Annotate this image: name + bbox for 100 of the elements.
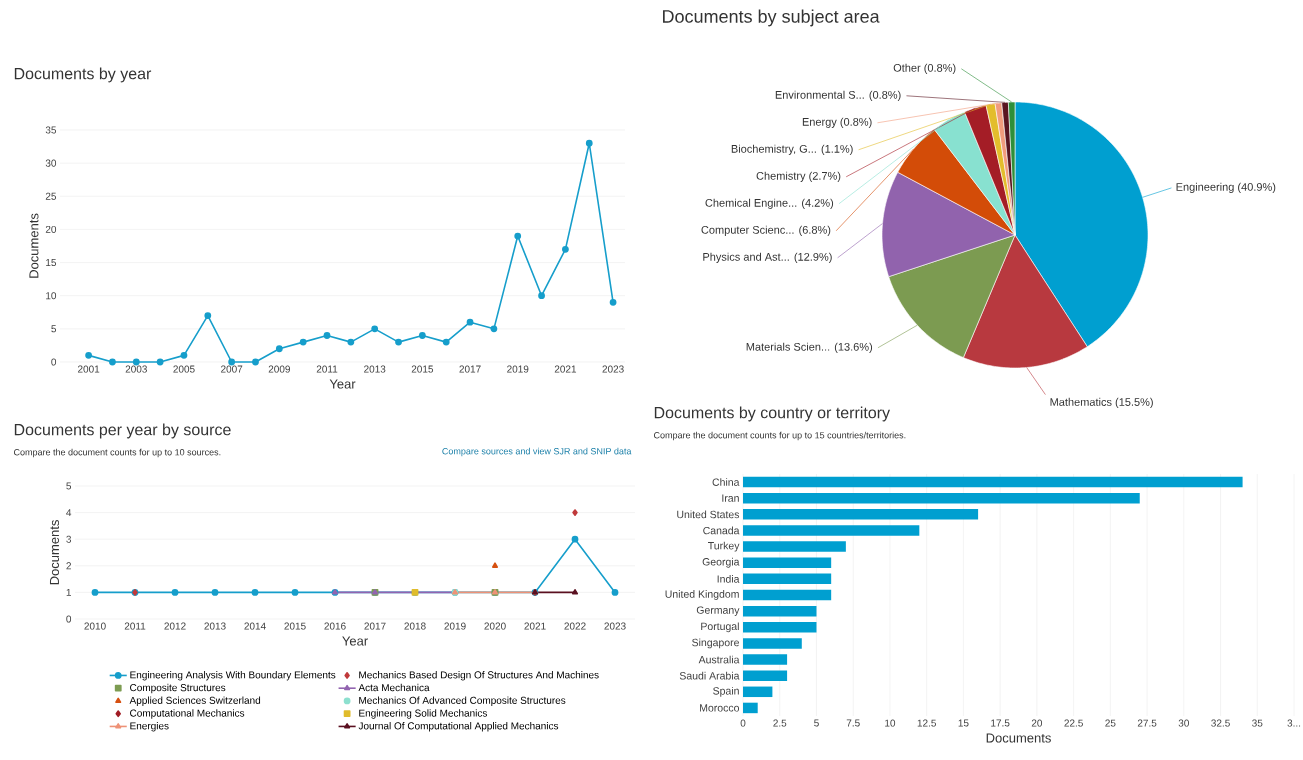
data-label: (13.6%) bbox=[834, 342, 873, 353]
y-tick-label: Australia bbox=[698, 655, 740, 664]
data-label: (6.8%) bbox=[799, 225, 831, 236]
x-tick-label: 2019 bbox=[444, 622, 466, 630]
x-tick-label: 2005 bbox=[173, 365, 195, 373]
legend-label: Journal Of Computational Applied Mechanics bbox=[358, 722, 559, 732]
x-tick-label: 2010 bbox=[84, 622, 106, 630]
x-tick-label: 2023 bbox=[604, 622, 626, 630]
y-tick-label: Singapore bbox=[692, 638, 739, 649]
y-axis-title: Documents bbox=[29, 213, 39, 278]
x-tick-label: 30 bbox=[1178, 719, 1189, 727]
x-tick-label: 2015 bbox=[284, 622, 306, 630]
x-tick-label: 2019 bbox=[507, 365, 529, 373]
slice-label: Energy bbox=[802, 118, 837, 128]
y-tick-label: 10 bbox=[46, 292, 57, 300]
data-label: (12.9%) bbox=[794, 252, 832, 263]
x-tick-label: 2013 bbox=[204, 622, 226, 630]
chart-title: Documents by year bbox=[14, 67, 152, 83]
slice-label: Mathematics bbox=[1050, 397, 1112, 406]
x-tick-label: 25 bbox=[1105, 719, 1116, 727]
x-tick-label: 10 bbox=[885, 719, 896, 727]
slice-label: Environmental S... bbox=[775, 90, 864, 99]
data-label: (0.8%) bbox=[840, 117, 872, 128]
y-axis-title: Documents bbox=[49, 520, 60, 585]
y-tick-label: United States bbox=[677, 510, 740, 519]
x-tick-label: 22.5 bbox=[1064, 719, 1083, 727]
y-tick-label: 0 bbox=[66, 615, 72, 623]
legend-label: Mechanics Based Design Of Structures And Machines bbox=[359, 671, 599, 681]
x-axis-title: Year bbox=[342, 636, 368, 646]
x-axis-title: Year bbox=[329, 379, 356, 389]
y-tick-label: Iran bbox=[722, 494, 739, 502]
x-tick-label: 2016 bbox=[324, 622, 346, 630]
x-tick-label: 2018 bbox=[404, 622, 426, 630]
y-tick-label: 1 bbox=[66, 588, 71, 596]
x-axis-title: Documents bbox=[986, 733, 1051, 743]
x-tick-label: 2001 bbox=[77, 365, 100, 373]
y-tick-label: 15 bbox=[46, 259, 57, 267]
y-tick-label: 5 bbox=[51, 325, 57, 333]
x-tick-label: 35 bbox=[1252, 719, 1263, 727]
slice-label: Biochemistry, G... bbox=[731, 144, 816, 155]
x-tick-label: 17.5 bbox=[991, 719, 1010, 727]
data-label: (0.8%) bbox=[869, 90, 901, 101]
y-tick-label: 0 bbox=[51, 358, 57, 366]
data-label: (15.5%) bbox=[1115, 397, 1153, 409]
x-tick-label: 12.5 bbox=[917, 719, 936, 727]
chart-title: Documents by subject area bbox=[663, 9, 880, 27]
chart-subtitle: Compare the document counts for up to 10 sources. bbox=[13, 448, 221, 458]
slice-label: Chemistry bbox=[756, 171, 806, 182]
data-label: (4.2%) bbox=[802, 198, 834, 209]
data-label: (1.1%) bbox=[821, 144, 853, 155]
x-tick-label: 2011 bbox=[124, 622, 146, 630]
data-label: (2.7%) bbox=[809, 171, 841, 182]
chart-title: Documents per year by source bbox=[14, 423, 231, 439]
y-tick-label: Portugal bbox=[701, 622, 739, 633]
x-tick-label: 2023 bbox=[602, 365, 624, 373]
x-tick-label: 2011 bbox=[316, 365, 338, 373]
x-tick-label: 2009 bbox=[268, 365, 290, 373]
y-tick-label: Morocco bbox=[700, 704, 740, 712]
legend-label: Mechanics Of Advanced Composite Structures bbox=[359, 696, 566, 706]
data-label: (0.8%) bbox=[924, 63, 956, 74]
x-tick-label: 32.5 bbox=[1211, 719, 1230, 727]
x-tick-label: 5 bbox=[814, 719, 819, 727]
y-tick-label: Canada bbox=[703, 526, 740, 535]
y-tick-label: India bbox=[717, 575, 740, 583]
legend-label: Computational Mechanics bbox=[130, 709, 245, 719]
slice-label: Computer Scienc... bbox=[701, 225, 794, 236]
legend-label: Applied Sciences Switzerland bbox=[129, 696, 261, 706]
y-tick-label: United Kingdom bbox=[665, 590, 739, 600]
x-tick-label: 2021 bbox=[524, 622, 546, 630]
x-tick-label: 20 bbox=[1031, 719, 1043, 727]
slice-label: Materials Scien... bbox=[746, 342, 830, 351]
y-tick-label: Germany bbox=[696, 606, 740, 616]
x-tick-label: 0 bbox=[740, 719, 746, 727]
legend-label: Engineering Analysis With Boundary Elements bbox=[130, 671, 336, 681]
y-tick-label: Spain bbox=[713, 686, 739, 697]
x-tick-label: 2013 bbox=[364, 365, 386, 373]
y-tick-label: 30 bbox=[45, 159, 57, 167]
x-tick-label: 2015 bbox=[411, 365, 434, 373]
y-tick-label: Georgia bbox=[702, 557, 740, 568]
legend-label: Engineering Solid Mechanics bbox=[359, 709, 488, 719]
x-tick-label: 2007 bbox=[221, 365, 243, 373]
x-tick-label: 7.5 bbox=[846, 719, 860, 727]
data-label: (40.9%) bbox=[1238, 182, 1276, 194]
text: Compare sources and view SJR and SNIP data bbox=[442, 447, 632, 457]
x-tick-label: 3... bbox=[1287, 719, 1301, 727]
x-tick-label: 15 bbox=[958, 719, 969, 727]
x-tick-label: 27.5 bbox=[1137, 719, 1157, 727]
x-tick-label: 2021 bbox=[554, 365, 577, 373]
x-tick-label: 2022 bbox=[564, 622, 586, 630]
y-tick-label: 35 bbox=[45, 126, 57, 134]
y-tick-label: 3 bbox=[66, 535, 72, 543]
y-tick-label: 4 bbox=[66, 509, 72, 517]
x-tick-label: 2017 bbox=[364, 622, 386, 630]
slice-label: Physics and Ast... bbox=[703, 252, 789, 263]
y-tick-label: 5 bbox=[66, 482, 72, 490]
y-tick-label: Turkey bbox=[708, 541, 740, 552]
y-tick-label: 20 bbox=[45, 225, 57, 233]
x-tick-label: 2.5 bbox=[773, 719, 787, 727]
y-tick-label: China bbox=[712, 478, 740, 486]
x-tick-label: 2003 bbox=[125, 365, 147, 373]
